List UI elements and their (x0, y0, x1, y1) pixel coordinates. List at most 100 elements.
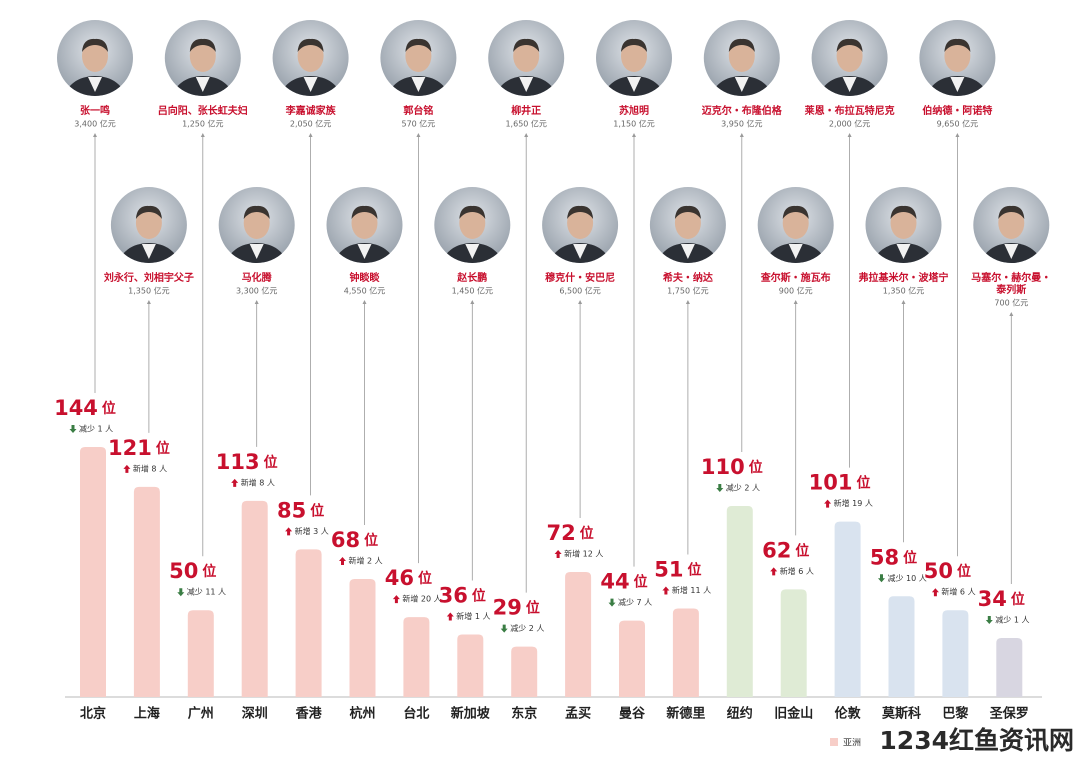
value-number: 144 (54, 396, 98, 420)
value-unit: 位 (364, 532, 378, 549)
person-wealth: 1,750 亿元 (667, 286, 708, 296)
category-label: 孟买 (565, 707, 591, 722)
change-arrow (985, 615, 993, 624)
value-number: 29 (493, 596, 522, 620)
change-label: 减少 11 人 (187, 587, 226, 597)
head (728, 40, 755, 72)
shirt (680, 244, 695, 259)
change-label: 减少 2 人 (510, 623, 544, 633)
category-label: 巴黎 (942, 706, 968, 722)
connector-tip (739, 133, 744, 137)
silhouette (765, 205, 826, 263)
hair (621, 38, 647, 52)
shirt (195, 77, 210, 92)
value-unit: 位 (526, 600, 540, 617)
legend-swatch (830, 738, 838, 746)
watermark: 1234红鱼资讯网 (879, 726, 1074, 755)
bar (511, 646, 538, 697)
hair (944, 38, 971, 52)
shirt (842, 77, 857, 92)
change-label: 新增 20 人 (402, 594, 441, 604)
hair (82, 38, 108, 52)
value-number: 72 (546, 521, 575, 545)
head (459, 207, 486, 239)
shirt (627, 77, 641, 92)
hair (998, 205, 1025, 219)
value-label: 113 位 (216, 450, 278, 474)
value-number: 68 (331, 528, 360, 552)
change-arrow (285, 527, 293, 536)
change-label: 减少 7 人 (618, 597, 652, 607)
shirt (1004, 244, 1019, 259)
person-wealth: 4,550 亿元 (344, 286, 385, 296)
portrait (488, 20, 565, 96)
bar (942, 610, 969, 697)
value-number: 85 (277, 498, 306, 522)
head (189, 40, 216, 72)
shirt (357, 244, 372, 259)
value-label: 110 位 (701, 455, 763, 479)
value-label: 50 位 (924, 559, 971, 583)
silhouette (657, 205, 718, 263)
change-label: 新增 11 人 (672, 585, 711, 595)
change-arrow (878, 574, 885, 583)
change-arrow (824, 499, 832, 508)
bar (133, 486, 160, 697)
value-unit: 位 (749, 459, 763, 476)
value-unit: 位 (310, 502, 324, 519)
silhouette (118, 205, 179, 263)
head (243, 207, 270, 239)
silhouette (65, 38, 125, 96)
person-name: 柳井正 (511, 104, 541, 117)
person-name: 李嘉诚家族 (285, 104, 337, 117)
category-label: 台北 (403, 706, 429, 722)
category-label: 新德里 (666, 706, 705, 722)
category-label: 深圳 (242, 706, 268, 722)
shirt (141, 244, 156, 259)
value-number: 34 (978, 587, 1007, 611)
bar (780, 589, 807, 697)
person-wealth: 6,500 亿元 (559, 286, 600, 296)
hair (890, 205, 917, 219)
value-label: 50 位 (169, 559, 216, 583)
body (118, 243, 179, 263)
change-arrow (392, 595, 400, 604)
head (782, 207, 809, 239)
person-name: 苏旭明 (619, 104, 649, 117)
body (334, 243, 395, 263)
body (981, 243, 1042, 263)
person-wealth: 570 亿元 (401, 119, 435, 129)
head (405, 40, 432, 72)
value-number: 46 (385, 566, 414, 590)
change-label: 新增 12 人 (564, 549, 603, 559)
hair (297, 38, 324, 52)
portrait (703, 20, 780, 96)
bar (565, 572, 592, 697)
silhouette (604, 38, 664, 96)
category-label: 莫斯科 (881, 706, 921, 722)
silhouette (388, 38, 449, 96)
portrait (811, 20, 888, 96)
value-label: 51 位 (654, 557, 701, 581)
value-number: 51 (654, 557, 683, 581)
person-wealth: 1,450 亿元 (452, 286, 493, 296)
change-label: 新增 6 人 (780, 566, 814, 576)
connector-tip (955, 133, 960, 137)
value-label: 29 位 (493, 596, 540, 620)
value-label: 46 位 (385, 566, 432, 590)
hair (836, 38, 863, 52)
connector-tip (578, 300, 583, 304)
value-number: 50 (169, 559, 198, 583)
portrait (973, 187, 1050, 263)
connector-tip (793, 300, 798, 304)
connector-tip (524, 133, 529, 137)
shirt (411, 77, 426, 92)
category-label: 旧金山 (774, 706, 813, 722)
body (388, 76, 449, 96)
category-label: 上海 (134, 706, 160, 722)
hair (782, 205, 809, 219)
person-wealth: 900 亿元 (779, 286, 813, 296)
portrait (596, 20, 672, 96)
hair (405, 38, 432, 52)
person-name: 伯纳德・阿诺特 (922, 104, 992, 117)
